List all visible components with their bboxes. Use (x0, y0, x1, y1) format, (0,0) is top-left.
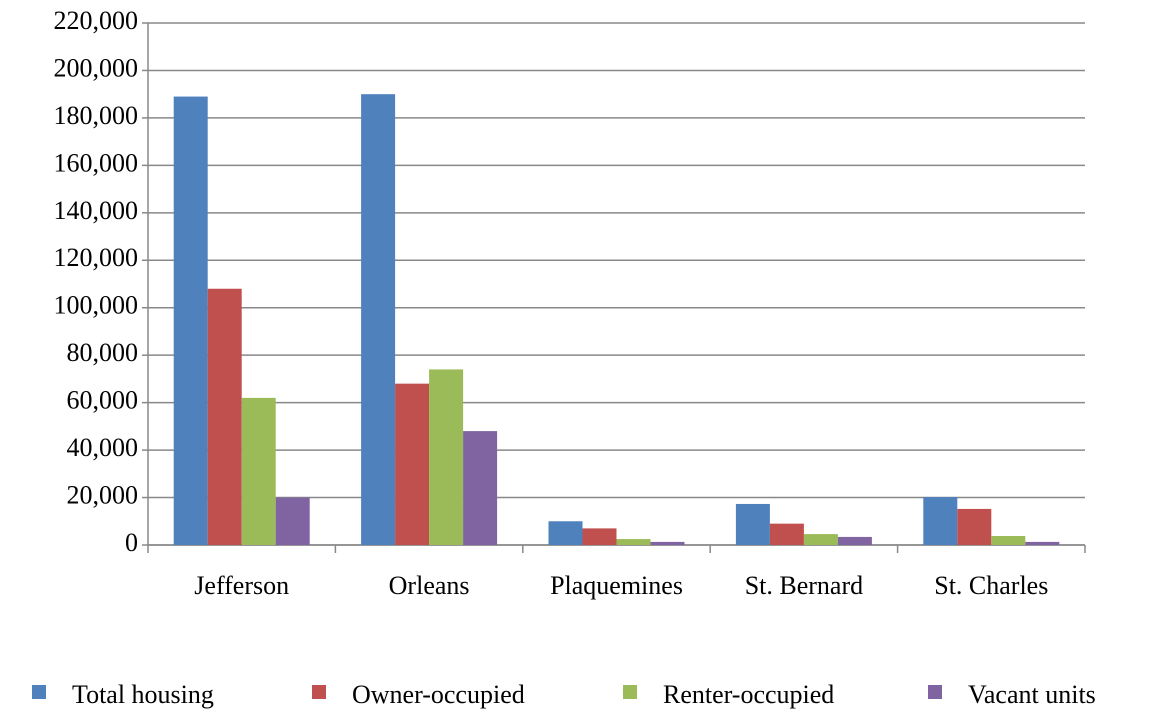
bar (769, 523, 804, 545)
y-tick-label: 180,000 (54, 101, 139, 130)
y-tick-label: 200,000 (54, 53, 139, 82)
x-tick-label: St. Bernard (745, 571, 863, 600)
bar (395, 383, 430, 545)
legend-label: Vacant units (968, 680, 1096, 709)
x-tick-label: Plaquemines (550, 571, 683, 600)
legend-swatch (623, 685, 637, 699)
bar (207, 288, 242, 545)
bar (957, 508, 992, 545)
bar (241, 397, 276, 545)
y-tick-label: 20,000 (67, 481, 139, 510)
y-tick-label: 60,000 (67, 386, 139, 415)
legend-swatch (928, 685, 942, 699)
bar (735, 503, 770, 545)
legend-swatch (312, 685, 326, 699)
bar (837, 536, 872, 545)
y-tick-label: 100,000 (54, 291, 139, 320)
bar (275, 497, 310, 545)
bar (463, 431, 498, 545)
x-tick-label: Orleans (389, 571, 470, 600)
x-tick-label: St. Charles (934, 571, 1048, 600)
bar (173, 96, 208, 546)
x-tick-label: Jefferson (194, 571, 289, 600)
bar (803, 534, 838, 545)
legend-swatch (32, 685, 46, 699)
bar (616, 539, 651, 545)
y-tick-label: 40,000 (67, 433, 139, 462)
bar (1025, 541, 1060, 545)
y-tick-label: 140,000 (54, 196, 139, 225)
legend-label: Renter-occupied (663, 680, 834, 709)
bar (650, 541, 685, 545)
legend-label: Owner-occupied (352, 680, 525, 709)
bar (361, 94, 396, 545)
bar (548, 521, 583, 545)
y-tick-label: 120,000 (54, 243, 139, 272)
bar (429, 369, 464, 545)
legend-label: Total housing (72, 680, 214, 709)
y-tick-label: 80,000 (67, 338, 139, 367)
y-tick-label: 160,000 (54, 148, 139, 177)
bar (991, 535, 1026, 545)
bar (582, 528, 617, 545)
y-tick-label: 0 (125, 528, 138, 557)
y-tick-label: 220,000 (54, 6, 139, 35)
bar (923, 497, 958, 545)
